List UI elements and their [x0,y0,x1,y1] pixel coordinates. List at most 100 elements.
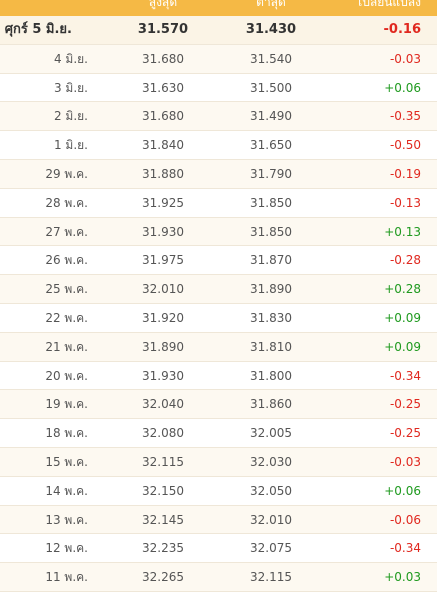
row-low: 31.850 [250,195,292,210]
row-low: 32.115 [250,570,292,585]
row-change: -0.34 [389,541,421,556]
row-change: -0.13 [389,195,421,210]
row-high: 31.630 [142,80,184,95]
row-low: 31.540 [250,51,292,66]
table-row: 19 พ.ค. 32.040 31.860 -0.25 [0,390,437,420]
row-date: 14 พ.ค. [45,483,88,498]
row-change: -0.06 [389,512,421,527]
row-high: 31.890 [142,339,184,354]
table-row: 20 พ.ค. 31.930 31.800 -0.34 [0,361,437,391]
row-low: 32.030 [250,454,292,469]
table-row: 27 พ.ค. 31.930 31.850 +0.13 [0,217,437,247]
table-row: 28 พ.ค. 31.925 31.850 -0.13 [0,188,437,218]
row-change: -0.03 [389,454,421,469]
table-row: 18 พ.ค. 32.080 32.005 -0.25 [0,419,437,448]
row-high: 31.925 [142,195,184,210]
row-low: 31.800 [250,368,292,383]
table-row: 13 พ.ค. 32.145 32.010 -0.06 [0,505,437,535]
row-low: 32.050 [250,483,292,498]
row-low: 32.075 [250,541,292,556]
row-date: 18 พ.ค. [45,426,88,441]
table-row: 21 พ.ค. 31.890 31.810 +0.09 [0,332,437,362]
row-change: +0.28 [384,282,421,297]
row-change: +0.06 [384,80,421,95]
row-low: 32.005 [250,426,292,441]
row-high: 32.265 [142,570,184,585]
table-row: 22 พ.ค. 31.920 31.830 +0.09 [0,303,437,333]
row-date: 4 มิ.ย. [53,51,88,66]
row-low: 32.010 [250,512,292,527]
row-change: -0.28 [389,253,421,268]
row-high: 32.145 [142,512,184,527]
table-row: 2 มิ.ย. 31.680 31.490 -0.35 [0,102,437,132]
row-date: 26 พ.ค. [45,253,88,268]
row-date: 2 มิ.ย. [53,109,88,124]
row-high: 32.010 [142,282,184,297]
row-change: -0.19 [389,166,421,181]
row-change: +0.13 [384,224,421,239]
row-date: 22 พ.ค. [45,310,88,325]
row-date: 21 พ.ค. [45,339,88,354]
row-high: 31.840 [142,138,184,153]
row-high: 32.150 [142,483,184,498]
row-high: 31.570 [137,22,189,37]
table-row: 1 มิ.ย. 31.840 31.650 -0.50 [0,131,437,160]
table-body: ศุกร์ 5 มิ.ย. 31.570 31.430 -0.16 4 มิ.ย. 31.… [0,16,437,592]
row-date: 15 พ.ค. [45,454,88,469]
table-row: ศุกร์ 5 มิ.ย. 31.570 31.430 -0.16 [0,16,437,45]
table-row: 29 พ.ค. 31.880 31.790 -0.19 [0,159,437,189]
row-date: 20 พ.ค. [45,368,88,383]
table-row: 4 มิ.ย. 31.680 31.540 -0.03 [0,44,437,74]
row-date: 28 พ.ค. [45,195,88,210]
header-low: ต่ำสุด [256,0,286,9]
row-low: 31.500 [250,80,292,95]
row-change: -0.34 [389,368,421,383]
row-change: +0.09 [384,339,421,354]
row-low: 31.860 [250,397,292,412]
row-change: -0.25 [389,397,421,412]
row-high: 31.680 [142,51,184,66]
table-row: 25 พ.ค. 32.010 31.890 +0.28 [0,275,437,304]
row-high: 32.080 [142,426,184,441]
row-low: 31.790 [250,166,292,181]
row-high: 31.920 [142,310,184,325]
row-low: 31.810 [250,339,292,354]
row-change: -0.25 [389,426,421,441]
row-low: 31.830 [250,310,292,325]
row-high: 32.040 [142,397,184,412]
row-date: ศุกร์ 5 มิ.ย. [4,22,72,37]
row-high: 31.930 [142,224,184,239]
row-low: 31.850 [250,224,292,239]
row-high: 31.930 [142,368,184,383]
row-date: 27 พ.ค. [45,224,88,239]
row-change: +0.09 [384,310,421,325]
row-change: -0.03 [389,51,421,66]
table-row: 15 พ.ค. 32.115 32.030 -0.03 [0,447,437,477]
row-low: 31.870 [250,253,292,268]
row-date: 29 พ.ค. [45,166,88,181]
row-low: 31.490 [250,109,292,124]
row-high: 32.235 [142,541,184,556]
table-row: 14 พ.ค. 32.150 32.050 +0.06 [0,476,437,506]
row-change: +0.03 [384,570,421,585]
row-date: 19 พ.ค. [45,397,88,412]
row-change: -0.35 [389,109,421,124]
table-header: สูงสุด ต่ำสุด เปลี่ยนแปลง [0,0,437,16]
row-change: -0.16 [383,22,421,37]
table-row: 26 พ.ค. 31.975 31.870 -0.28 [0,246,437,276]
row-high: 32.115 [142,454,184,469]
row-date: 11 พ.ค. [45,570,88,585]
row-high: 31.680 [142,109,184,124]
row-date: 13 พ.ค. [45,512,88,527]
table-row: 3 มิ.ย. 31.630 31.500 +0.06 [0,73,437,103]
table-row: 12 พ.ค. 32.235 32.075 -0.34 [0,534,437,564]
row-low: 31.890 [250,282,292,297]
header-change: เปลี่ยนแปลง [358,0,421,9]
row-high: 31.975 [142,253,184,268]
row-date: 1 มิ.ย. [53,138,88,153]
row-date: 3 มิ.ย. [53,80,88,95]
table-row: 11 พ.ค. 32.265 32.115 +0.03 [0,563,437,592]
row-low: 31.430 [245,22,297,37]
row-low: 31.650 [250,138,292,153]
